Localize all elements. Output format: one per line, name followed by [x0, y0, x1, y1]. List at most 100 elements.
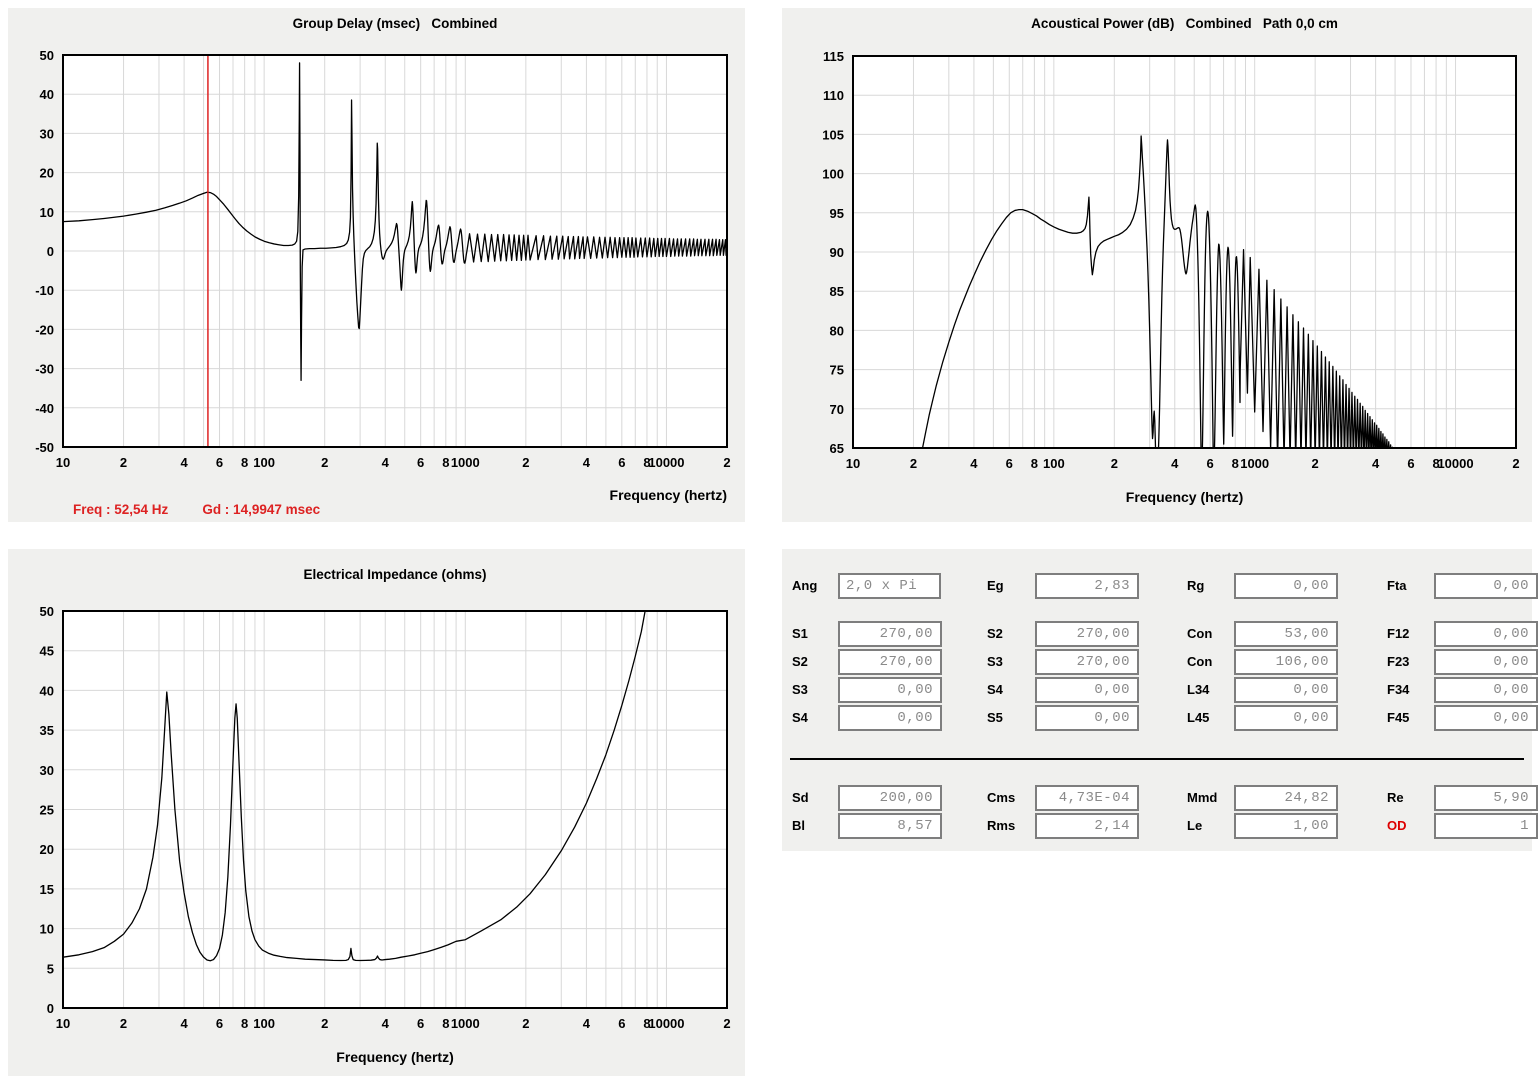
x-tick-label: 6 — [1207, 456, 1214, 471]
x-tick-label: 6 — [417, 455, 424, 470]
parameter-panel: Ang 2,0 x Pi Eg 2,83 Rg 0,00 Fta 0,00 S1 270,00 S2… — [782, 549, 1538, 851]
y-tick-label: 95 — [830, 206, 844, 221]
x-tick-label: 2 — [522, 1016, 529, 1031]
x-tick-label: 6 — [1407, 456, 1414, 471]
x-tick-label: 2 — [120, 1016, 127, 1031]
param-field-s2-col2[interactable]: 270,00 — [1035, 621, 1139, 647]
param-field-re[interactable]: 5,90 — [1434, 785, 1538, 811]
y-tick-label: 10 — [40, 922, 54, 937]
param-label-s2-col1: S2 — [792, 654, 808, 669]
x-tick-label: 10 — [846, 456, 860, 471]
param-label-ang: Ang — [792, 578, 818, 593]
param-field-mmd[interactable]: 24,82 — [1234, 785, 1338, 811]
x-tick-label: 6 — [216, 455, 223, 470]
param-field-fta[interactable]: 0,00 — [1434, 573, 1538, 599]
param-field-s2-col1[interactable]: 270,00 — [838, 649, 942, 675]
param-label-bl: Bl — [792, 818, 805, 833]
param-field-s5[interactable]: 0,00 — [1035, 705, 1139, 731]
param-field-rg[interactable]: 0,00 — [1234, 573, 1338, 599]
group-delay-title: Group Delay (msec) Combined — [292, 16, 498, 31]
x-tick-label: 4 — [382, 1016, 390, 1031]
y-tick-label: -10 — [35, 283, 54, 298]
y-tick-label: 50 — [40, 48, 54, 63]
param-label-s3-col1: S3 — [792, 682, 808, 697]
x-tick-label: 8 — [1232, 456, 1239, 471]
y-tick-label: 70 — [830, 402, 844, 417]
y-tick-label: 25 — [40, 803, 54, 818]
y-tick-label: 5 — [47, 961, 54, 976]
param-field-s4-col2[interactable]: 0,00 — [1035, 677, 1139, 703]
x-tick-label: 2 — [1111, 456, 1118, 471]
y-tick-label: 0 — [47, 244, 54, 259]
x-tick-label: 8 — [442, 1016, 449, 1031]
y-tick-label: 115 — [823, 49, 844, 64]
x-tick-label: 10000 — [648, 455, 684, 470]
x-tick-label: 4 — [180, 455, 188, 470]
param-field-cms[interactable]: 4,73E-04 — [1035, 785, 1139, 811]
param-field-l45[interactable]: 0,00 — [1234, 705, 1338, 731]
y-tick-label: 45 — [40, 644, 54, 659]
x-tick-label: 4 — [970, 456, 978, 471]
param-field-s1[interactable]: 270,00 — [838, 621, 942, 647]
x-tick-label: 8 — [1432, 456, 1439, 471]
param-label-rg: Rg — [1187, 578, 1205, 593]
param-field-con-1[interactable]: 53,00 — [1234, 621, 1338, 647]
x-tick-label: 4 — [1372, 456, 1380, 471]
param-field-l34[interactable]: 0,00 — [1234, 677, 1338, 703]
param-label-fta: Fta — [1387, 578, 1407, 593]
param-field-eg[interactable]: 2,83 — [1035, 573, 1139, 599]
param-label-f34: F34 — [1387, 682, 1410, 697]
param-label-con-2: Con — [1187, 654, 1213, 669]
x-tick-label: 6 — [1006, 456, 1013, 471]
x-tick-label: 8 — [643, 455, 650, 470]
param-field-le[interactable]: 1,00 — [1234, 813, 1338, 839]
param-label-re: Re — [1387, 790, 1404, 805]
y-tick-label: 50 — [40, 604, 54, 619]
x-tick-label: 10 — [56, 455, 70, 470]
x-tick-label: 6 — [417, 1016, 424, 1031]
param-label-con-1: Con — [1187, 626, 1213, 641]
plot-border — [62, 610, 728, 1009]
x-tick-label: 6 — [618, 1016, 625, 1031]
param-field-od[interactable]: 1 — [1434, 813, 1538, 839]
y-tick-label: 85 — [830, 284, 844, 299]
param-field-f34[interactable]: 0,00 — [1434, 677, 1538, 703]
param-label-s4-col2: S4 — [987, 682, 1003, 697]
y-tick-label: 0 — [47, 1001, 54, 1016]
param-label-od: OD — [1387, 818, 1407, 833]
x-tick-label: 4 — [382, 455, 390, 470]
param-label-l45: L45 — [1187, 710, 1210, 725]
y-tick-label: -20 — [35, 322, 54, 337]
x-tick-label: 6 — [216, 1016, 223, 1031]
param-field-sd[interactable]: 200,00 — [838, 785, 942, 811]
x-tick-label: 2 — [1312, 456, 1319, 471]
x-tick-label: 1000 — [451, 455, 480, 470]
param-label-sd: Sd — [792, 790, 809, 805]
param-field-f12[interactable]: 0,00 — [1434, 621, 1538, 647]
param-label-f23: F23 — [1387, 654, 1410, 669]
x-tick-label: 100 — [253, 1016, 275, 1031]
param-field-s4-col1[interactable]: 0,00 — [838, 705, 942, 731]
param-field-bl[interactable]: 8,57 — [838, 813, 942, 839]
param-label-eg: Eg — [987, 578, 1004, 593]
param-field-ang[interactable]: 2,0 x Pi — [838, 573, 941, 599]
param-label-f12: F12 — [1387, 626, 1410, 641]
response-curve — [63, 611, 646, 962]
x-tick-label: 4 — [1171, 456, 1179, 471]
x-tick-label: 2 — [321, 455, 328, 470]
group-delay-xaxis-label: Frequency (hertz) — [609, 487, 727, 503]
param-field-rms[interactable]: 2,14 — [1035, 813, 1139, 839]
param-field-f23[interactable]: 0,00 — [1434, 649, 1538, 675]
param-label-le: Le — [1187, 818, 1203, 833]
param-field-s3-col1[interactable]: 0,00 — [838, 677, 942, 703]
param-field-f45[interactable]: 0,00 — [1434, 705, 1538, 731]
param-field-con-2[interactable]: 106,00 — [1234, 649, 1338, 675]
param-field-s3-col2[interactable]: 270,00 — [1035, 649, 1139, 675]
x-tick-label: 8 — [442, 455, 449, 470]
y-tick-label: 75 — [830, 363, 844, 378]
x-tick-label: 10000 — [648, 1016, 684, 1031]
